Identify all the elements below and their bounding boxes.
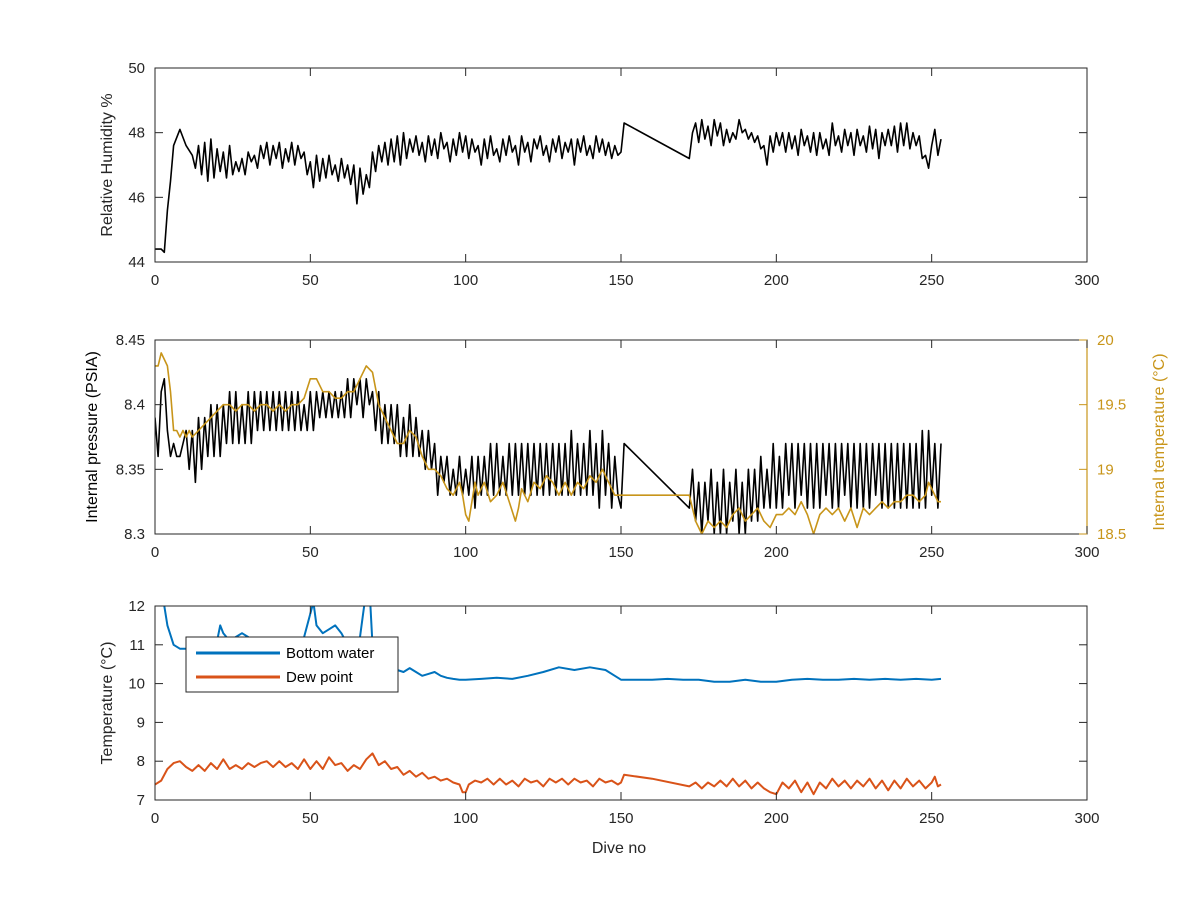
x-tick-label: 200 bbox=[764, 544, 789, 561]
y-tick-label: 12 bbox=[128, 598, 145, 615]
y-tick-label: 48 bbox=[128, 125, 145, 142]
y-tick-label: 46 bbox=[128, 189, 145, 206]
y-right-tick-label: 18.5 bbox=[1097, 526, 1126, 543]
y-tick-label: 11 bbox=[129, 637, 145, 654]
x-tick-label: 250 bbox=[919, 544, 944, 561]
plot-area bbox=[155, 118, 942, 254]
x-tick-label: 150 bbox=[608, 272, 633, 289]
y-axis-label: Relative Humidity % bbox=[99, 93, 116, 236]
x-tick-label: 0 bbox=[151, 272, 159, 289]
y-tick-label: 7 bbox=[137, 792, 145, 809]
x-tick-label: 300 bbox=[1074, 544, 1099, 561]
legend-label: Bottom water bbox=[286, 645, 374, 662]
x-tick-label: 50 bbox=[302, 272, 319, 289]
y-tick-label: 8 bbox=[137, 753, 145, 770]
legend-label: Dew point bbox=[286, 669, 354, 686]
x-tick-label: 0 bbox=[151, 810, 159, 827]
x-tick-label: 50 bbox=[302, 544, 319, 561]
y-right-tick-label: 19 bbox=[1097, 461, 1114, 478]
y-tick-label: 44 bbox=[128, 254, 145, 271]
x-tick-label: 200 bbox=[764, 810, 789, 827]
x-tick-label: 300 bbox=[1074, 810, 1099, 827]
series-line-1 bbox=[155, 118, 942, 254]
x-tick-label: 100 bbox=[453, 544, 478, 561]
chart-panel-1: 0 50 100 150 200 250 300 44 46 48 50 Relative Humid… bbox=[99, 60, 1100, 289]
y-tick-label: 8.3 bbox=[124, 526, 145, 543]
x-tick-label: 250 bbox=[919, 272, 944, 289]
x-tick-label: 100 bbox=[453, 272, 478, 289]
x-tick-label: 150 bbox=[608, 544, 633, 561]
y-right-tick-label: 20 bbox=[1097, 332, 1114, 349]
x-tick-label: 250 bbox=[919, 810, 944, 827]
series-line-2 bbox=[155, 352, 941, 534]
axes-box bbox=[154, 605, 1088, 801]
x-tick-label: 50 bbox=[302, 810, 319, 827]
y-right-tick-label: 19.5 bbox=[1097, 397, 1126, 414]
series-line-dew-point bbox=[155, 752, 942, 796]
chart-panel-3: 0 50 100 150 200 250 300 7 8 9 10 11 12 Temperature (… bbox=[99, 598, 1100, 857]
legend-box bbox=[185, 636, 399, 693]
legend: Bottom water Dew point bbox=[185, 636, 399, 693]
x-axis-label: Dive no bbox=[592, 840, 646, 857]
x-tick-label: 100 bbox=[453, 810, 478, 827]
y-tick-label: 10 bbox=[128, 676, 145, 693]
x-tick-label: 150 bbox=[608, 810, 633, 827]
y-tick-label: 8.35 bbox=[116, 461, 145, 478]
plot-area bbox=[155, 352, 942, 534]
y-right-axis-label: Internal temperature (°C) bbox=[1151, 353, 1168, 530]
x-tick-label: 0 bbox=[151, 544, 159, 561]
y-tick-label: 9 bbox=[137, 714, 145, 731]
y-axis-label: Internal pressure (PSIA) bbox=[84, 351, 101, 523]
y-tick-label: 8.4 bbox=[124, 397, 145, 414]
x-tick-label: 300 bbox=[1074, 272, 1099, 289]
y-axis-label: Temperature (°C) bbox=[99, 642, 116, 765]
x-tick-label: 200 bbox=[764, 272, 789, 289]
y-tick-label: 50 bbox=[128, 60, 145, 77]
series-line-1 bbox=[155, 377, 942, 534]
chart-panel-2: 0 50 100 150 200 250 300 8.3 8.35 8.4 8.45 18.5 19 19… bbox=[84, 332, 1168, 561]
y-tick-label: 8.45 bbox=[116, 332, 145, 349]
